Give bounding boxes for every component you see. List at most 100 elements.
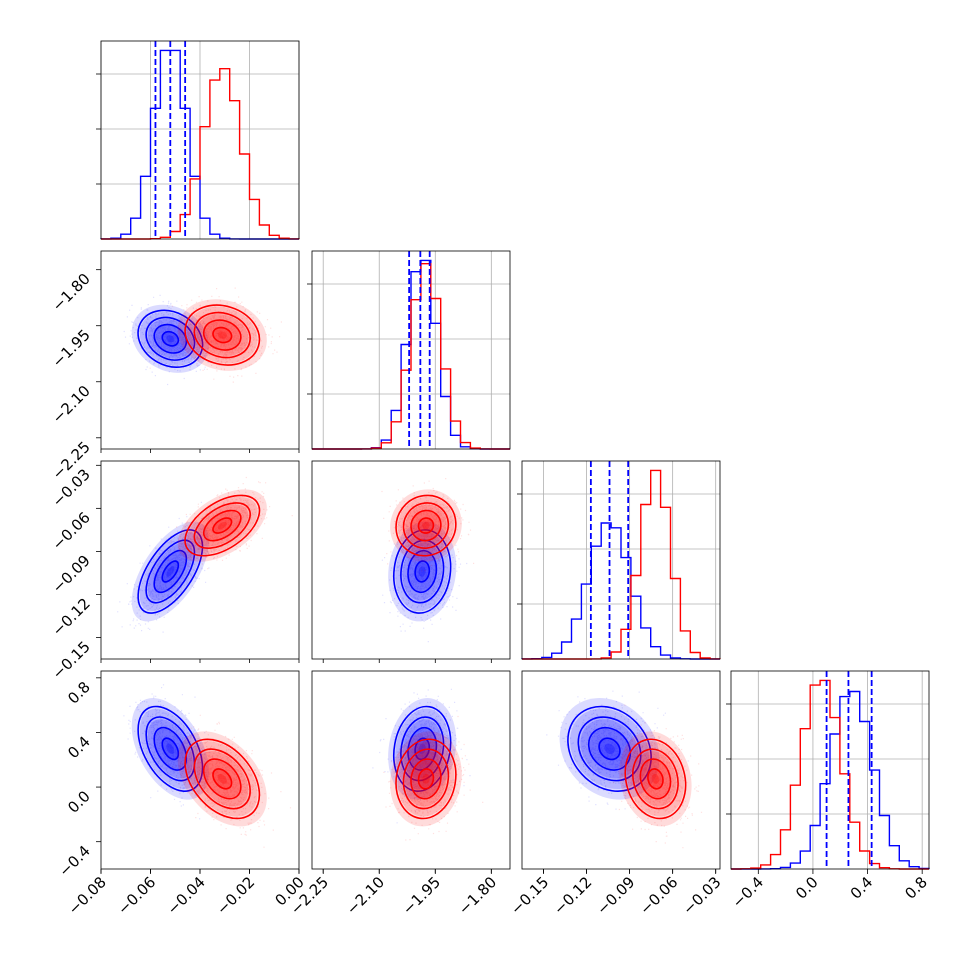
scatter-points	[381, 508, 468, 643]
density-fill	[147, 719, 193, 779]
histogram-step-red	[731, 679, 929, 870]
x-tick-label: 0.0	[792, 873, 822, 903]
density-fill	[155, 325, 186, 353]
density-fill	[411, 511, 441, 540]
histogram-step-blue	[521, 522, 720, 660]
density-fill	[414, 737, 431, 761]
density-fill	[417, 767, 435, 790]
x-tick-label: −0.4	[729, 873, 767, 911]
density-fill	[196, 314, 249, 356]
panel-frame	[521, 670, 721, 870]
y-tick-label: −1.80	[49, 270, 94, 315]
contour-line	[161, 560, 180, 583]
contour-line	[161, 330, 180, 347]
histogram-step-red	[522, 469, 721, 660]
contour-line	[400, 716, 445, 782]
x-tick-label: −0.15	[507, 873, 552, 918]
x-tick-label: −2.10	[343, 873, 388, 918]
series-red-samples	[167, 476, 293, 578]
contour-line	[145, 539, 196, 604]
density-fill	[161, 560, 180, 583]
density-fill	[166, 566, 175, 577]
contour-line	[212, 517, 233, 534]
y-tick-label: 0.4	[64, 733, 94, 763]
x-tick-label: −0.08	[65, 873, 110, 918]
density-fill	[411, 760, 441, 798]
density-fill	[177, 731, 267, 827]
series-red-samples	[145, 287, 282, 383]
x-tick-label: 0.4	[847, 873, 877, 903]
contour-line	[414, 560, 431, 583]
density-fill	[388, 521, 457, 622]
panel-frame	[311, 670, 511, 870]
y-tick-label: 0.8	[64, 678, 94, 708]
x-tick-label: −1.95	[399, 873, 444, 918]
series-blue-samples	[546, 690, 689, 810]
density-fill	[166, 335, 175, 343]
contour-line	[184, 304, 261, 366]
panel-plot-area	[546, 690, 703, 849]
y-tick-label: −0.4	[55, 842, 93, 880]
contour-line	[193, 748, 251, 810]
contour-line	[153, 726, 188, 771]
density-fill	[580, 719, 639, 779]
density-fill	[204, 320, 240, 350]
panel-plot-area	[123, 684, 292, 848]
contour-line	[202, 758, 242, 800]
density-fill	[641, 760, 670, 798]
density-fill	[604, 743, 615, 755]
density-fill	[196, 751, 249, 807]
histogram-3	[726, 670, 930, 870]
density-fill	[177, 489, 267, 562]
density-fill	[131, 698, 209, 800]
x-tick-label: −0.06	[636, 873, 681, 918]
panel-3-2	[521, 670, 721, 870]
panel-plot-area	[381, 478, 475, 643]
scatter-points	[123, 684, 219, 820]
panel-plot-area	[372, 688, 484, 841]
contour-line	[624, 738, 687, 820]
scatter-points	[167, 476, 293, 578]
density-fill	[166, 743, 175, 755]
density-fill	[217, 773, 227, 784]
density-fill	[634, 751, 677, 807]
contour-line	[410, 509, 442, 542]
contour-line	[153, 549, 188, 594]
contour-line	[395, 738, 457, 820]
density-fill	[212, 326, 233, 344]
panel-3-1	[311, 670, 511, 870]
contour-line	[402, 502, 450, 549]
density-fill	[390, 731, 462, 827]
density-fill	[147, 542, 193, 601]
contour-line	[395, 494, 457, 557]
contour-line	[632, 748, 679, 810]
density-fill	[187, 496, 258, 555]
density-fill	[187, 741, 258, 817]
contour-line	[184, 494, 261, 557]
density-fill	[155, 728, 186, 769]
contour-line	[402, 748, 450, 810]
density-fill	[388, 698, 457, 800]
density-fill	[598, 737, 621, 761]
density-fill	[651, 773, 660, 784]
y-tick-label: −1.95	[49, 326, 94, 371]
density-fill	[161, 330, 180, 347]
density-fill	[139, 531, 201, 612]
contour-line	[184, 738, 261, 820]
x-tick-label: −0.06	[114, 873, 159, 918]
density-fill	[147, 318, 193, 359]
contour-line	[193, 502, 251, 549]
x-tick-label: −1.80	[455, 873, 500, 918]
density-fill	[397, 741, 455, 817]
contour-line	[212, 768, 233, 790]
series-red-samples	[172, 714, 292, 848]
series-blue-samples	[117, 501, 223, 633]
scatter-points	[612, 704, 703, 849]
x-tick-label: −0.02	[213, 873, 258, 918]
panel-1-0	[100, 250, 300, 450]
contour-line	[202, 319, 242, 351]
density-fill	[131, 521, 209, 622]
contour-line	[393, 529, 452, 614]
x-tick-label: 0.8	[901, 873, 931, 903]
panel-frame	[311, 460, 511, 660]
